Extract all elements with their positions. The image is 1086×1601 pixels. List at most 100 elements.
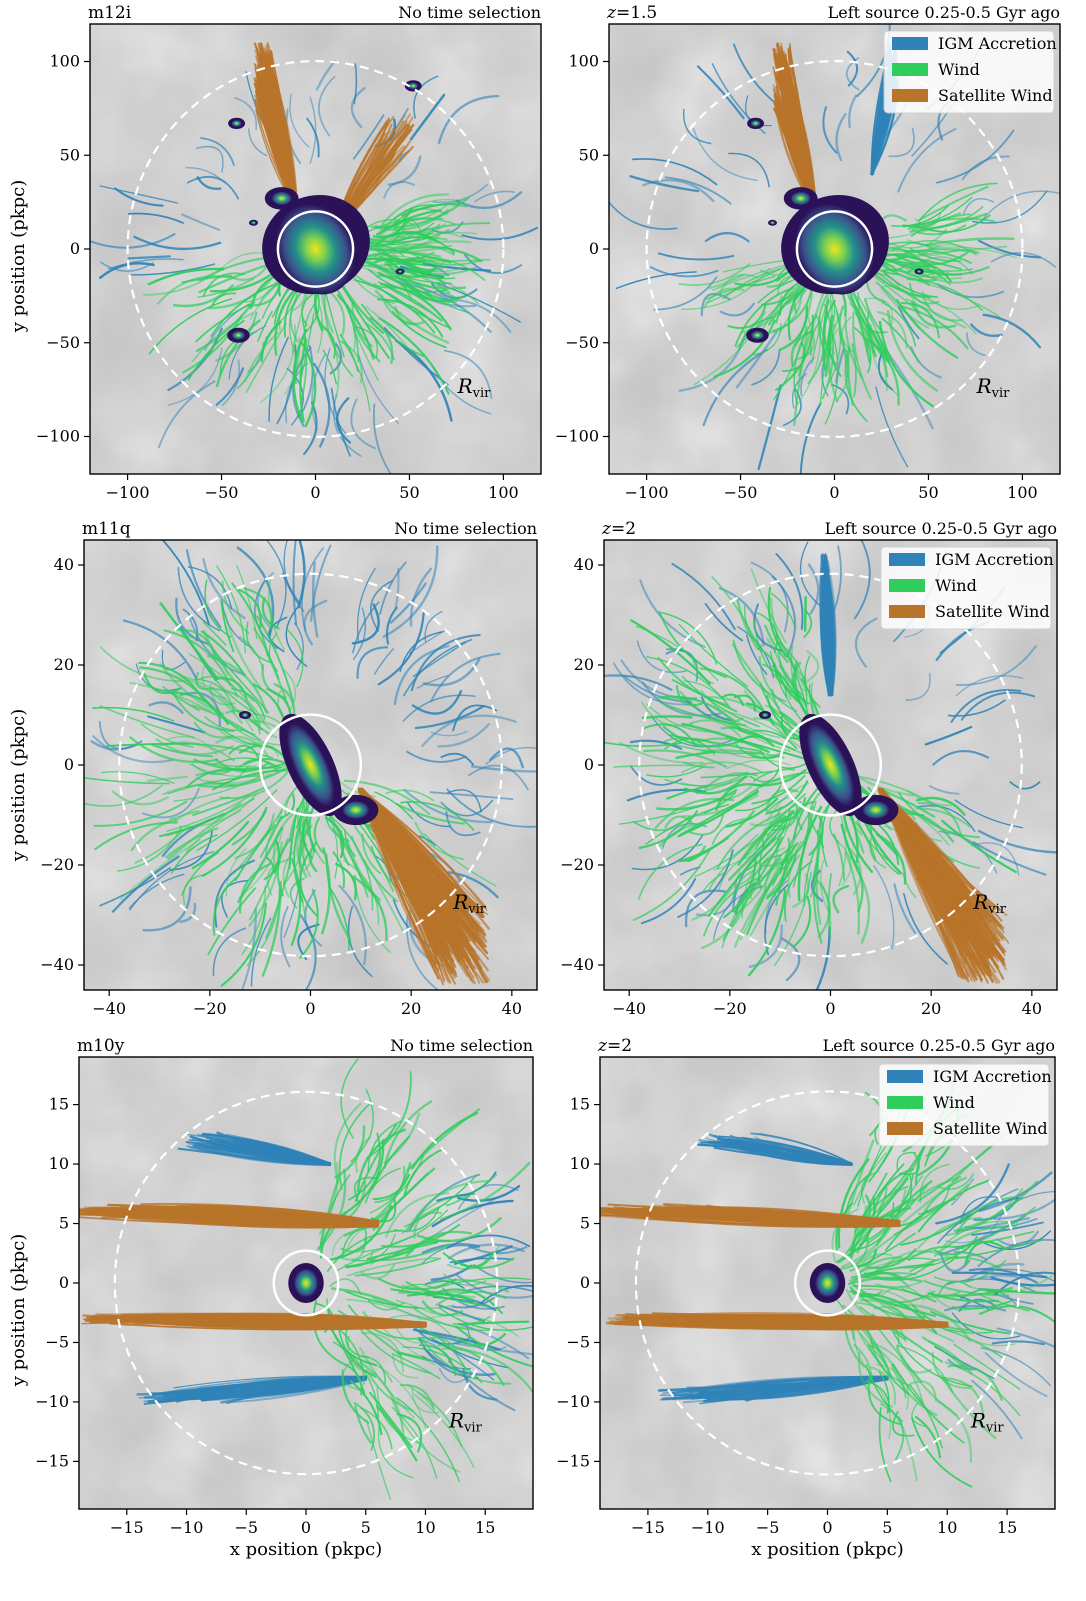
streamline xyxy=(862,1172,888,1218)
streamline xyxy=(745,95,772,127)
streamline xyxy=(387,155,422,187)
legend-swatch xyxy=(892,89,928,102)
streamline xyxy=(767,587,787,658)
streamline xyxy=(880,1403,905,1461)
streamline xyxy=(431,1199,514,1228)
streamline xyxy=(750,1144,853,1166)
legend-entry: IGM Accretion xyxy=(933,1067,1052,1086)
streamline xyxy=(418,835,436,846)
streamline xyxy=(903,892,948,965)
streamline xyxy=(370,580,393,632)
streamline xyxy=(356,567,376,642)
streamline xyxy=(273,683,296,719)
streamline xyxy=(917,243,977,258)
streamline xyxy=(177,673,254,732)
streamline xyxy=(951,1312,1021,1340)
streamline xyxy=(870,1341,912,1387)
y-tick-label: −40 xyxy=(560,955,594,974)
streamline xyxy=(421,1243,481,1255)
streamline xyxy=(357,1325,432,1375)
streamline xyxy=(678,333,747,392)
x-tick-label: −5 xyxy=(756,1518,780,1537)
streamline xyxy=(331,827,369,898)
y-tick-label: −10 xyxy=(35,1392,69,1411)
panel-title-left: m11q xyxy=(82,519,131,539)
streamline xyxy=(960,691,1036,721)
streamline xyxy=(149,1322,427,1327)
virial-radius-circle xyxy=(645,59,1024,439)
streamline xyxy=(947,699,1006,717)
streamline xyxy=(432,184,488,204)
streamline xyxy=(899,1242,975,1269)
streamline xyxy=(907,217,996,230)
legend-swatch xyxy=(887,1070,923,1083)
streamline xyxy=(708,1133,853,1164)
streamline xyxy=(750,1132,853,1165)
streamline xyxy=(329,291,346,338)
streamline xyxy=(875,281,920,330)
streamline xyxy=(191,763,239,776)
streamline xyxy=(409,567,433,627)
streamline xyxy=(390,1397,461,1473)
streamline xyxy=(268,336,289,423)
streamline xyxy=(400,245,483,263)
streamline xyxy=(728,809,795,881)
streamline xyxy=(893,883,917,935)
streamline xyxy=(763,837,791,867)
streamline xyxy=(396,1351,430,1362)
streamline xyxy=(855,821,877,861)
streamline xyxy=(297,540,306,609)
streamline xyxy=(395,802,465,825)
y-tick-label: 40 xyxy=(574,555,594,574)
streamline xyxy=(381,193,450,226)
legend-entry: Wind xyxy=(933,1093,975,1112)
streamline xyxy=(223,611,262,689)
streamline xyxy=(917,280,1001,318)
streamline xyxy=(383,1100,433,1169)
streamline xyxy=(301,293,314,327)
streamline xyxy=(212,927,247,977)
streamline xyxy=(402,694,476,722)
streamline xyxy=(355,1136,372,1173)
streamline xyxy=(379,274,460,300)
streamline xyxy=(406,800,451,828)
streamline xyxy=(372,1167,436,1231)
streamline xyxy=(915,796,966,816)
streamline xyxy=(917,802,962,836)
streamline xyxy=(405,1179,490,1233)
streamline xyxy=(906,278,984,311)
streamline xyxy=(933,1225,1017,1257)
streamline xyxy=(828,312,842,403)
streamline xyxy=(964,1240,1006,1266)
panel-title-left: z=2 xyxy=(601,519,636,539)
streamline xyxy=(924,1280,1010,1297)
streamline xyxy=(430,652,501,703)
streamline xyxy=(350,86,366,129)
streamline xyxy=(337,778,377,798)
streamline xyxy=(455,191,523,210)
streamline xyxy=(395,1299,434,1315)
streamline xyxy=(188,614,246,676)
streamline xyxy=(167,775,261,795)
streamline xyxy=(942,1328,1005,1360)
streamline xyxy=(341,340,371,412)
streamline xyxy=(972,841,1047,876)
streamline xyxy=(283,540,305,612)
streamline xyxy=(384,262,430,267)
streamline xyxy=(854,617,878,668)
streamline xyxy=(466,1324,507,1352)
y-tick-label: 10 xyxy=(49,1154,69,1173)
streamline xyxy=(338,884,367,966)
streamline xyxy=(941,819,1018,874)
streamline xyxy=(775,289,804,324)
streamline xyxy=(378,317,450,395)
streamline xyxy=(378,217,456,237)
virial-radius-circle xyxy=(634,1090,1021,1476)
streamline xyxy=(429,791,514,801)
streamline xyxy=(844,851,861,936)
streamline xyxy=(234,97,258,131)
streamline xyxy=(157,380,216,449)
streamline xyxy=(840,823,859,871)
y-tick-label: 0 xyxy=(589,239,599,258)
streamline xyxy=(765,293,803,335)
